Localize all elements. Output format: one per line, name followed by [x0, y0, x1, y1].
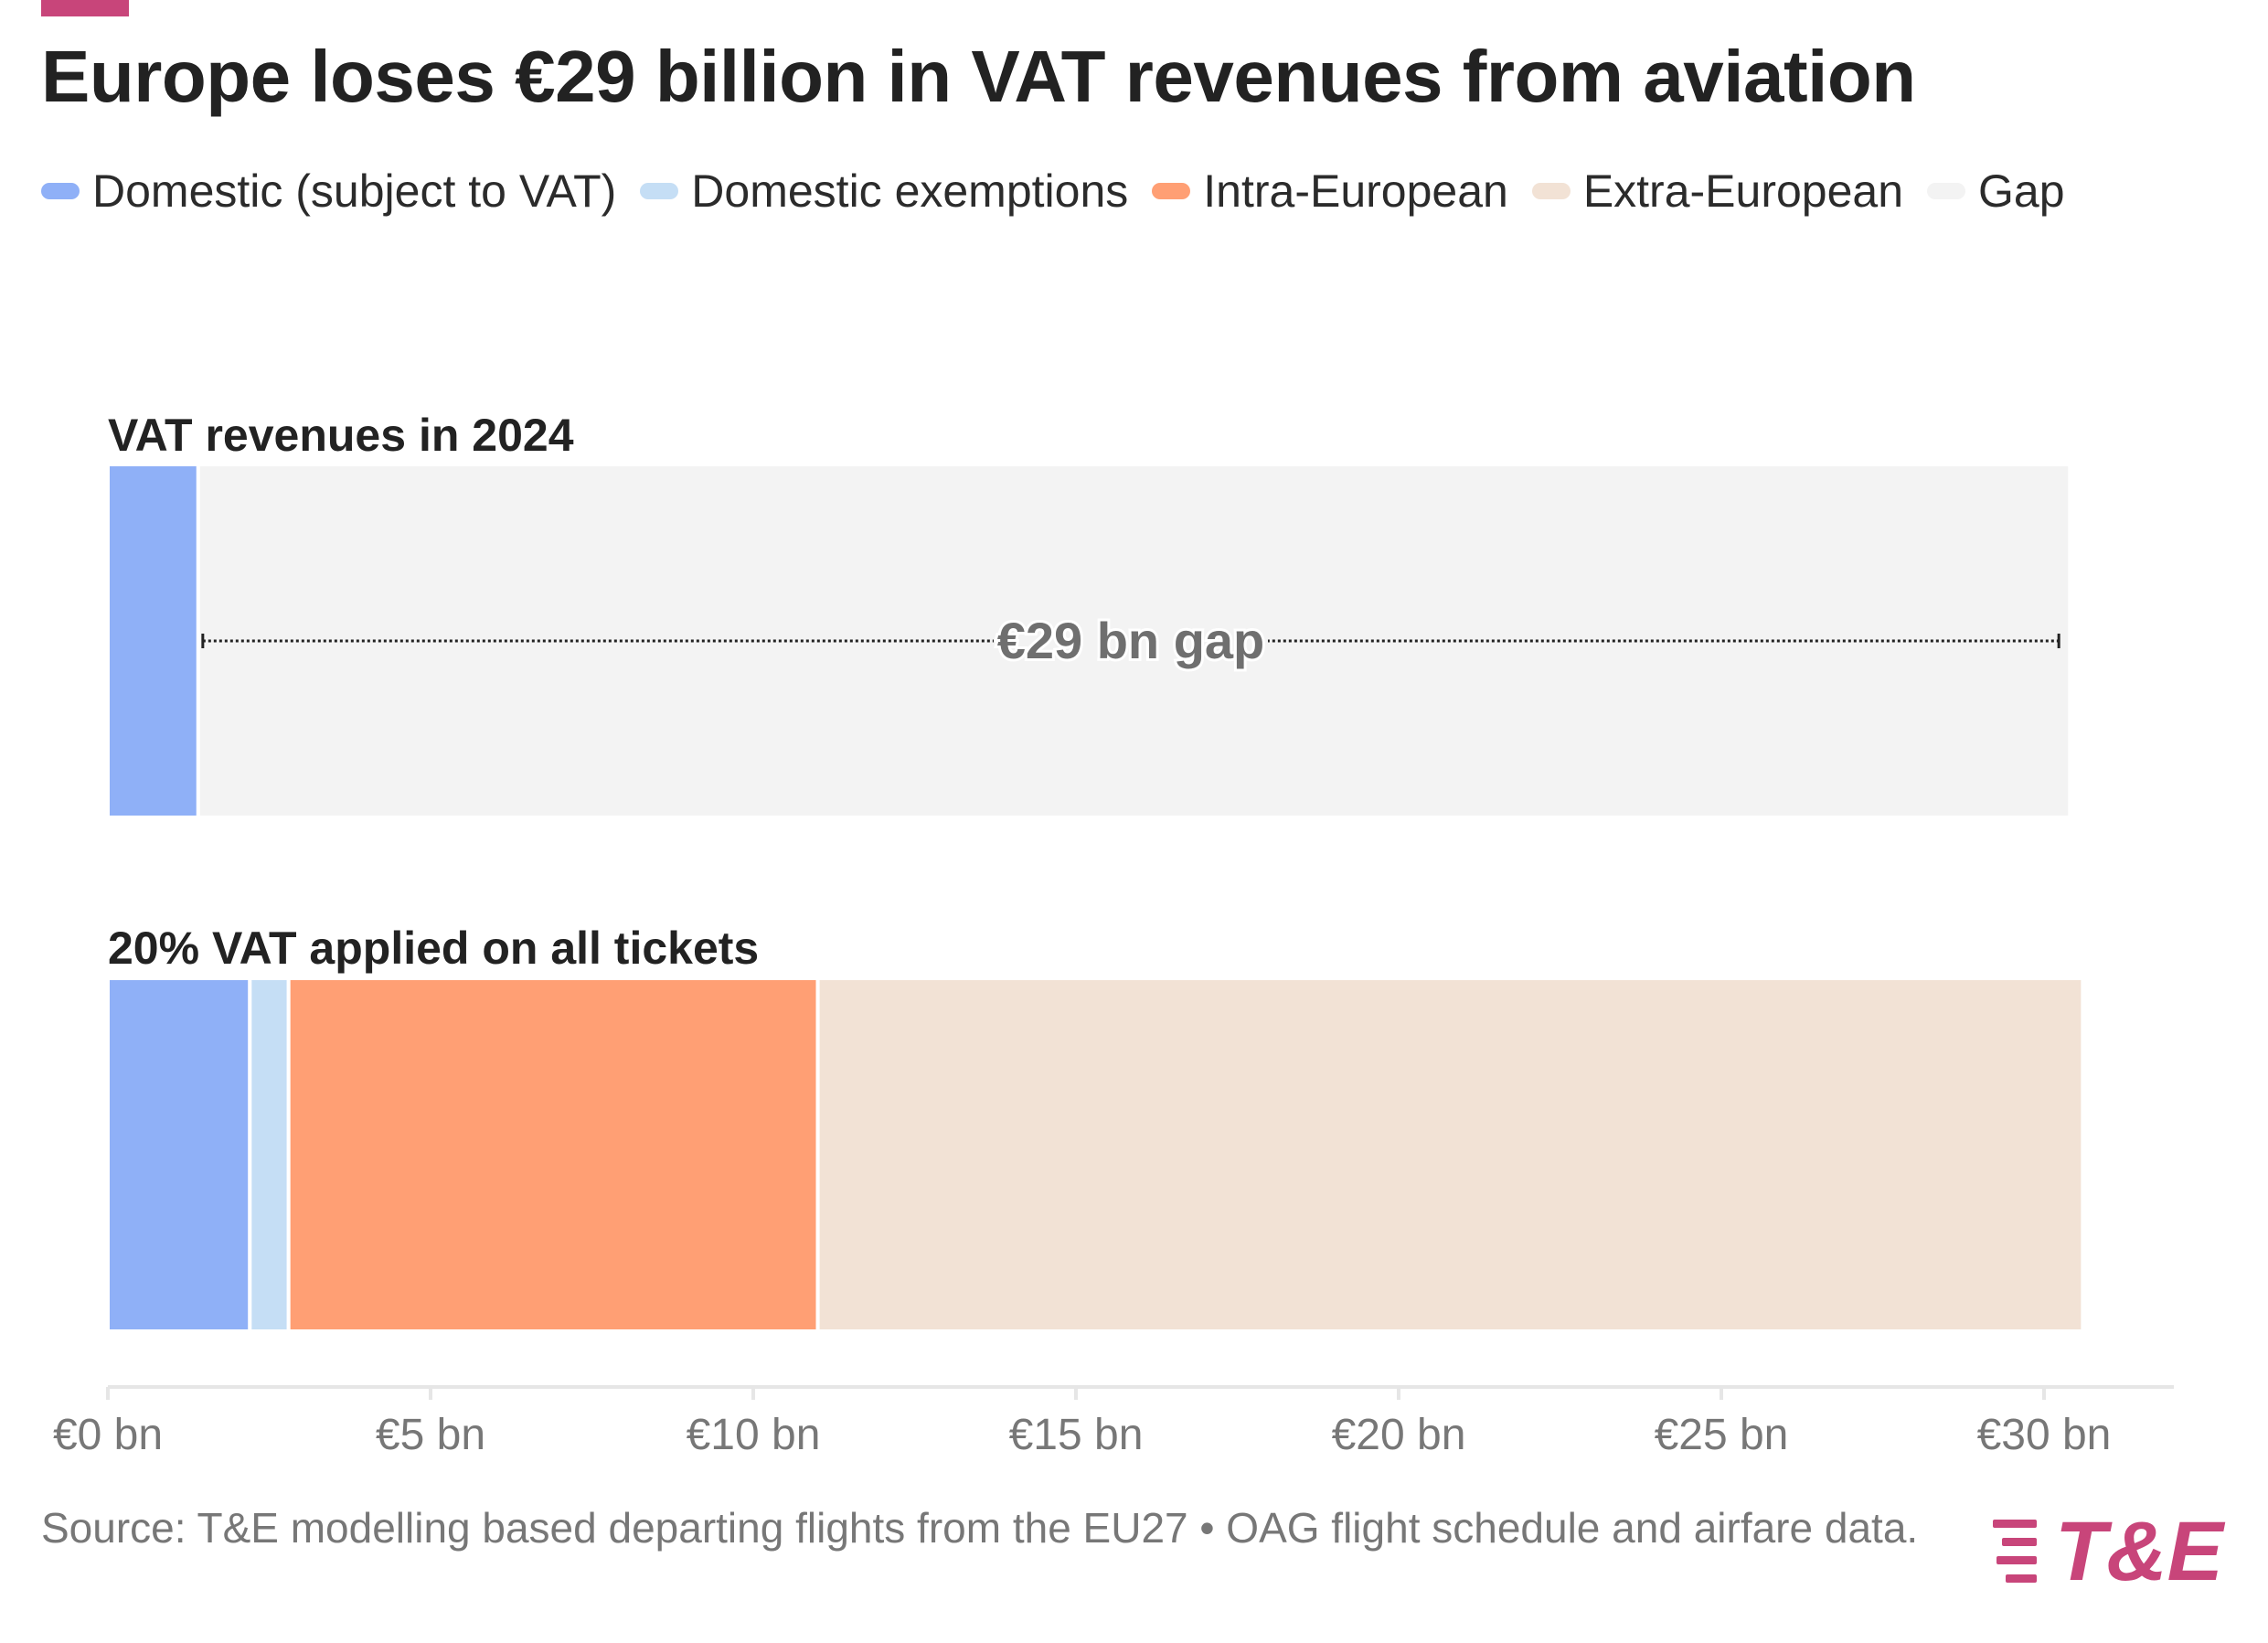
bar-segment-intra-european — [286, 976, 820, 1333]
row-label: 20% VAT applied on all tickets — [108, 923, 759, 974]
legend-label: Intra-European — [1203, 165, 1508, 217]
legend: Domestic (subject to VAT) Domestic exempt… — [41, 165, 2089, 218]
legend-label: Domestic exemptions — [691, 165, 1129, 217]
legend-item: Domestic (subject to VAT) — [41, 165, 616, 218]
te-logo: T&E — [1993, 1505, 2226, 1591]
gap-label-bg — [994, 610, 1268, 668]
gap-annotation: €29 bn gap — [997, 612, 1265, 669]
legend-swatch — [1927, 183, 1966, 199]
bar-segment-extra-european — [815, 976, 2085, 1333]
logo-text: T&E — [2055, 1505, 2226, 1591]
legend-item: Gap — [1927, 165, 2065, 218]
x-tick-label: €25 bn — [1655, 1411, 1789, 1459]
x-tick-label: €10 bn — [687, 1411, 821, 1459]
legend-item: Domestic exemptions — [640, 165, 1128, 218]
legend-label: Domestic (subject to VAT) — [92, 165, 617, 217]
bar-segment-domestic-subject-to-vat — [106, 976, 252, 1333]
x-tick-label: €5 bn — [376, 1411, 485, 1459]
x-tick-label: €0 bn — [53, 1411, 163, 1459]
bar-segment-domestic-exemptions — [248, 976, 291, 1333]
bar-segment-domestic-subject-to-vat — [106, 463, 200, 819]
row-label: VAT revenues in 2024 — [108, 410, 574, 461]
legend-label: Gap — [1978, 165, 2065, 217]
legend-item: Extra-European — [1531, 165, 1904, 218]
legend-swatch — [1152, 183, 1191, 199]
speed-lines-icon — [1993, 1520, 2037, 1583]
x-tick-label: €20 bn — [1332, 1411, 1466, 1459]
legend-label: Extra-European — [1582, 165, 1904, 217]
legend-swatch — [640, 183, 679, 199]
legend-item: Intra-European — [1152, 165, 1508, 218]
top-accent-bar — [41, 0, 129, 16]
source-note: Source: T&E modelling based departing fl… — [41, 1504, 1919, 1552]
x-tick-label: €30 bn — [1977, 1411, 2112, 1459]
legend-swatch — [41, 183, 80, 199]
chart-title: Europe loses €29 billion in VAT revenues… — [41, 36, 1916, 117]
x-tick-label: €15 bn — [1009, 1411, 1144, 1459]
legend-swatch — [1531, 183, 1571, 199]
